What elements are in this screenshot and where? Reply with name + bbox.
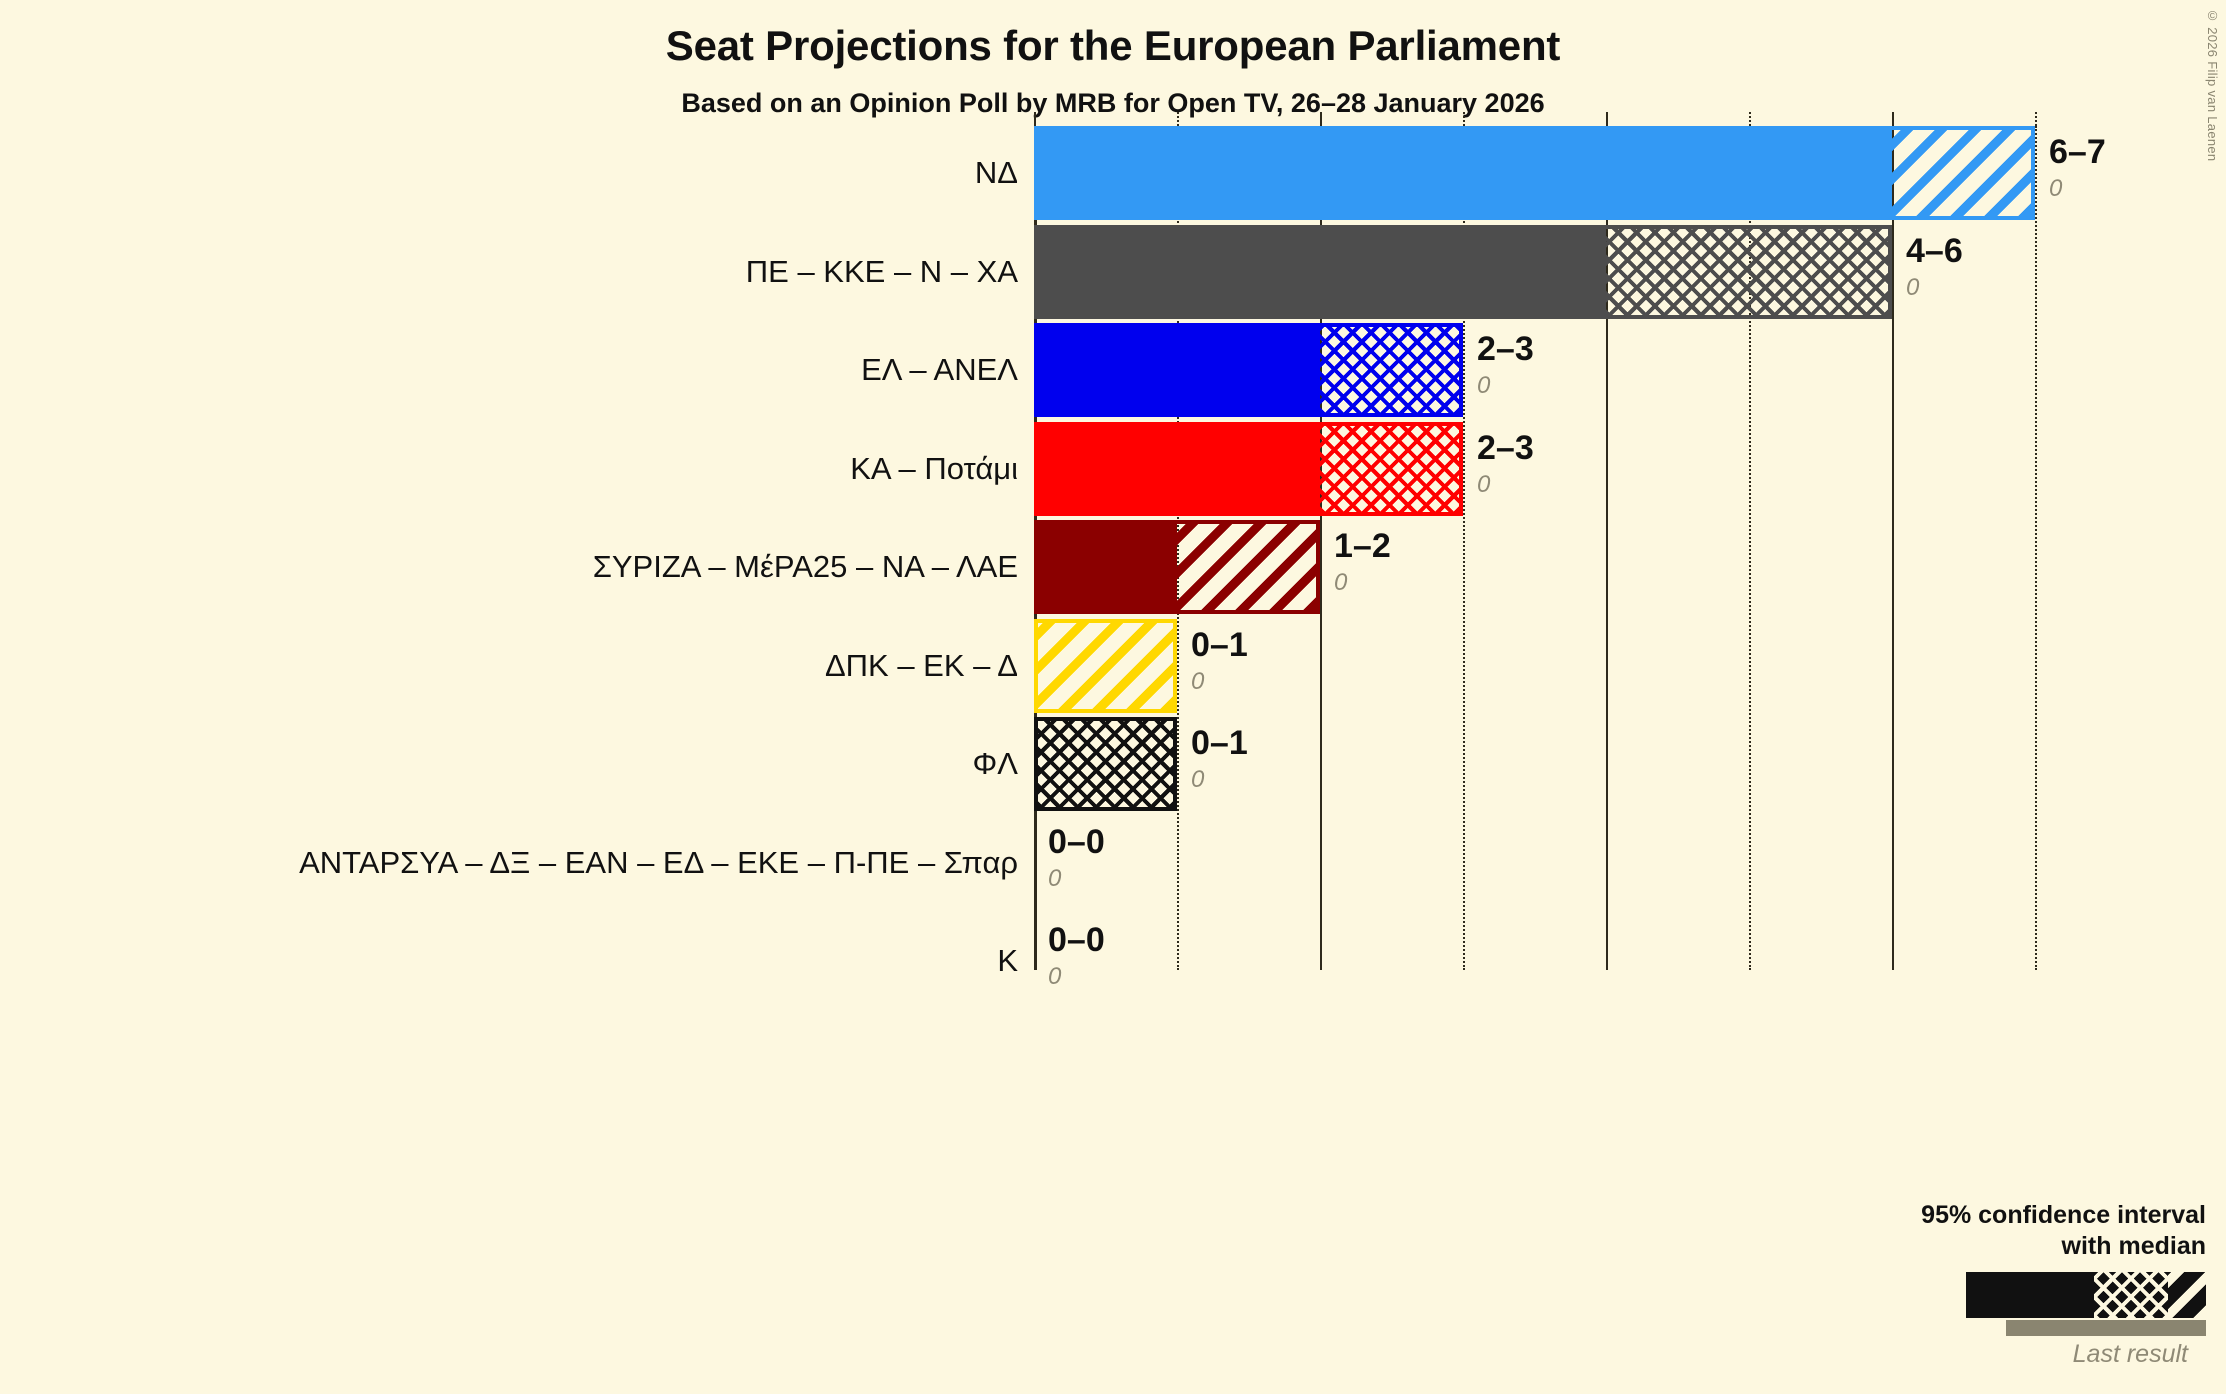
chart-subtitle: Based on an Opinion Poll by MRB for Open…: [681, 88, 1545, 118]
seat-range-label: 4–6: [1906, 231, 1963, 270]
party-label: ΕΛ – ΑΝΕΛ: [861, 352, 1018, 387]
axis-tick-4: [1606, 112, 1608, 126]
gridline-2: [1320, 126, 1322, 970]
last-result-value: 0: [2049, 175, 2063, 202]
seat-range-label: 0–0: [1048, 822, 1105, 861]
party-bar: [1034, 224, 1892, 319]
seat-range-label: 6–7: [2049, 133, 2106, 171]
seat-range-label: 0–1: [1191, 724, 1248, 762]
party-label: ΣΥΡΙΖΑ – ΜέΡΑ25 – ΝΑ – ΛΑΕ: [592, 549, 1018, 584]
party-label: ΝΔ: [974, 155, 1018, 190]
axis-tick-5: [1749, 112, 1751, 126]
value-label-group: 0–0 0: [1048, 918, 1105, 992]
party-label: ΑΝΤΑΡΣΥΑ – ΔΞ – ΕΑΝ – ΕΔ – ΕΚΕ – Π-ΠΕ – …: [299, 844, 1018, 880]
party-bar: [1034, 421, 1463, 516]
seat-range-label: 2–3: [1477, 428, 1534, 467]
legend-diagonal-segment: [2168, 1272, 2206, 1318]
value-label-group: 6–7 0: [2049, 130, 2106, 204]
legend-ci-line2: with median: [2061, 1232, 2206, 1260]
bar-row: Κ 0–0 0: [997, 914, 2226, 1008]
last-result-value: 0: [1048, 963, 1062, 990]
axis-tick-2: [1320, 112, 1322, 126]
bar-median-segment: [1038, 327, 1320, 413]
copyright-notice: © 2026 Filip van Laenen: [2205, 8, 2220, 162]
bar-row: ΝΔ 6–7 0: [975, 126, 2226, 220]
gridline-6: [1892, 126, 1894, 970]
seat-range-label: 0–0: [1048, 921, 1105, 959]
bar-row: ΕΛ – ΑΝΕΛ 2–3 0: [861, 323, 2226, 417]
last-result-value: 0: [1477, 372, 1491, 399]
value-label-group: 2–3 0: [1477, 426, 1534, 500]
bar-confidence-crosshatch: [1038, 721, 1173, 807]
legend-last-result-label: Last result: [2072, 1340, 2188, 1368]
bar-row: ΦΛ 0–1 0: [973, 717, 2226, 811]
axis-tick-6: [1892, 112, 1894, 126]
seat-range-label: 0–1: [1191, 625, 1248, 664]
axis-tick-1: [1177, 112, 1179, 126]
party-bar: [1034, 717, 1177, 811]
party-label: ΦΛ: [972, 746, 1018, 781]
bar-row: ΠΕ – ΚΚΕ – Ν – ΧΑ 4–6 0: [746, 224, 2226, 319]
last-result-value: 0: [1906, 273, 1920, 301]
last-result-value: 0: [1191, 766, 1205, 793]
value-label-group: 2–3 0: [1477, 327, 1534, 401]
last-result-value: 0: [1191, 667, 1205, 695]
axis-tick-3: [1463, 112, 1465, 126]
party-label: ΔΠΚ – ΕΚ – Δ: [824, 647, 1018, 683]
party-bar: [1034, 126, 2035, 220]
legend-ci-line1: 95% confidence interval: [1921, 1201, 2206, 1229]
party-label: ΚΑ – Ποτάμι: [850, 450, 1018, 486]
party-bar: [1034, 520, 1320, 614]
bar-confidence-crosshatch: [1320, 425, 1459, 512]
bar-confidence-crosshatch: [1606, 228, 1888, 315]
axis-tick-7: [2035, 112, 2037, 126]
bar-row: ΔΠΚ – ΕΚ – Δ 0–1 0: [825, 618, 2226, 713]
bar-confidence-crosshatch: [1320, 327, 1459, 413]
value-label-group: 0–1 0: [1191, 721, 1248, 795]
gridline-3: [1463, 126, 1465, 970]
bar-median-segment: [1038, 425, 1320, 512]
axis-tick-0: [1034, 112, 1036, 126]
bar-median-segment: [1038, 130, 1892, 216]
legend-last-result-bar: [2006, 1320, 2206, 1336]
bar-row: ΣΥΡΙΖΑ – ΜέΡΑ25 – ΝΑ – ΛΑΕ 1–2 0: [593, 520, 2226, 614]
bar-median-segment: [1038, 524, 1177, 610]
bar-confidence-diagonal: [1038, 622, 1173, 709]
party-bar: [1034, 618, 1177, 713]
last-result-value: 0: [1048, 864, 1062, 892]
bar-confidence-diagonal: [1177, 524, 1316, 610]
last-result-value: 0: [1334, 569, 1348, 596]
party-label: ΠΕ – ΚΚΕ – Ν – ΧΑ: [745, 253, 1018, 289]
party-bar: [1034, 323, 1463, 417]
last-result-value: 0: [1477, 470, 1491, 498]
seat-range-label: 1–2: [1334, 527, 1391, 565]
gridline-7: [2035, 126, 2037, 970]
bar-row: ΑΝΤΑΡΣΥΑ – ΔΞ – ΕΑΝ – ΕΔ – ΕΚΕ – Π-ΠΕ – …: [299, 816, 2226, 910]
page-title: Seat Projections for the European Parlia…: [665, 22, 1561, 69]
bar-median-segment: [1038, 228, 1606, 315]
value-label-group: 4–6 0: [1906, 229, 1963, 303]
value-label-group: 0–0 0: [1048, 820, 1105, 894]
legend-crosshatch-segment: [2094, 1272, 2168, 1318]
legend-swatch: [1966, 1272, 2206, 1318]
bar-row: ΚΑ – Ποτάμι 2–3 0: [850, 421, 2226, 516]
bar-confidence-diagonal: [1892, 130, 2031, 216]
chart-legend: 95% confidence interval with median Last…: [1786, 1200, 2206, 1370]
value-label-group: 0–1 0: [1191, 623, 1248, 697]
party-label: Κ: [997, 943, 1018, 978]
gridline-5: [1749, 126, 1751, 970]
gridline-4: [1606, 126, 1608, 970]
plot-area: ΝΔ 6–7 0 ΠΕ – ΚΚΕ – Ν – ΧΑ 4–6 0 ΕΛ – ΑΝΕΛ 2–3 0…: [299, 112, 2106, 990]
value-label-group: 1–2 0: [1334, 524, 1391, 598]
seat-range-label: 2–3: [1477, 330, 1534, 368]
